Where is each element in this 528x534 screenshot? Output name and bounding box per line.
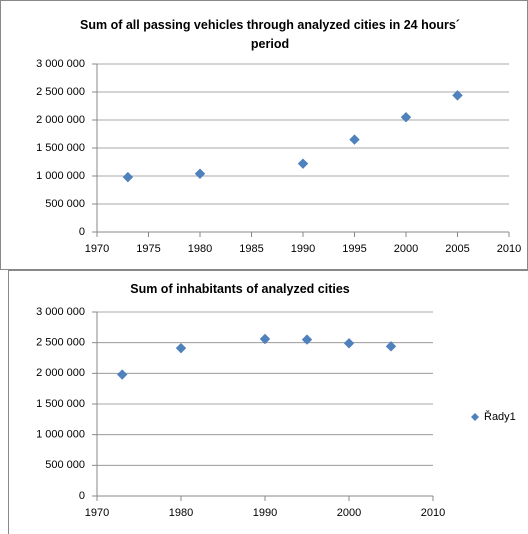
y-tick-label: 2 000 000 [36, 114, 85, 126]
point [116, 369, 128, 380]
chart-title: Sum of all passing vehicles through anal… [80, 18, 460, 51]
y-tick-label: 3 000 000 [36, 58, 85, 70]
x-tick-label: 1995 [342, 243, 366, 255]
x-tick-label: 2000 [337, 507, 361, 519]
x-tick-label: 1985 [239, 243, 263, 255]
y-tick-label: 3 000 000 [36, 306, 85, 318]
legend-label: Řady1 [484, 410, 516, 423]
x-tick-label: 1970 [85, 243, 109, 255]
y-tick-label: 500 000 [45, 198, 85, 210]
point [385, 341, 397, 352]
y-tick-label: 1 000 000 [36, 170, 85, 182]
y-tick-label: 2 000 000 [36, 367, 85, 379]
point [343, 338, 355, 349]
y-tick-label: 2 500 000 [36, 337, 85, 349]
point [349, 134, 360, 145]
x-tick-label: 1980 [188, 243, 212, 255]
x-tick-label: 1980 [169, 507, 193, 519]
x-tick-label: 1990 [291, 243, 315, 255]
x-tick-label: 1990 [253, 507, 277, 519]
x-tick-label: 1975 [136, 243, 160, 255]
x-tick-label: 2005 [445, 243, 469, 255]
point [452, 90, 463, 101]
point [400, 111, 412, 123]
y-tick-label: 2 500 000 [36, 86, 85, 98]
point [122, 171, 134, 183]
legend-marker [471, 413, 479, 421]
x-tick-label: 2010 [421, 507, 445, 519]
y-tick-label: 1 500 000 [36, 398, 85, 410]
x-tick-label: 1970 [85, 507, 109, 519]
point [259, 333, 271, 345]
x-tick-label: 2000 [394, 243, 418, 255]
y-tick-label: 0 [79, 490, 85, 502]
chart-border [8, 270, 528, 534]
y-tick-label: 0 [79, 226, 85, 238]
point [301, 334, 313, 345]
point [175, 342, 187, 354]
x-tick-label: 2010 [497, 243, 521, 255]
chart-title: Sum of inhabitants of analyzed cities [130, 282, 350, 296]
y-tick-label: 1 000 000 [36, 429, 85, 441]
point [194, 168, 206, 179]
y-tick-label: 1 500 000 [36, 142, 85, 154]
y-tick-label: 500 000 [45, 459, 85, 471]
point [297, 158, 309, 169]
